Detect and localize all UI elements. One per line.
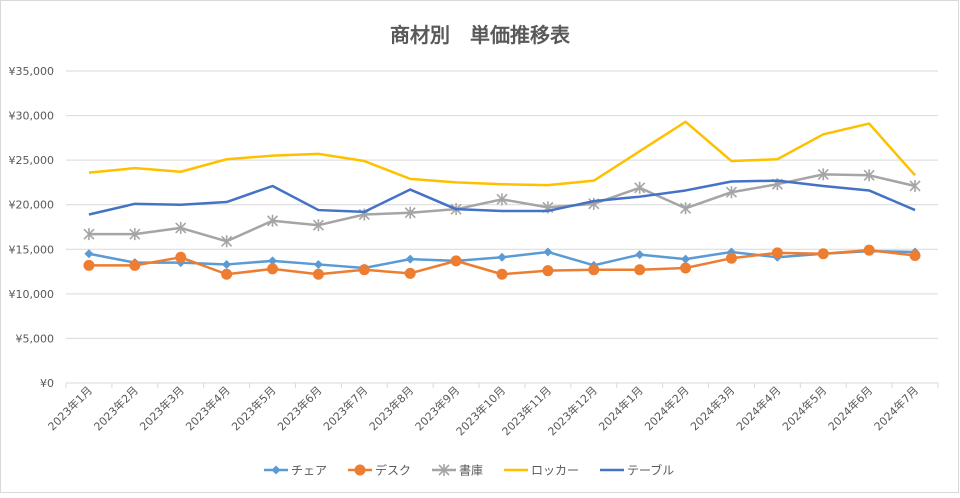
data-point	[496, 268, 508, 280]
y-tick-label: ¥15,000	[9, 243, 55, 256]
data-point	[680, 262, 692, 274]
y-tick-label: ¥20,000	[9, 199, 55, 212]
data-point	[404, 267, 416, 279]
data-point	[312, 219, 324, 232]
legend-item: 書庫	[432, 464, 483, 478]
data-point	[817, 248, 829, 260]
series-1	[83, 244, 921, 280]
data-point	[909, 179, 921, 192]
series-line	[88, 179, 916, 216]
legend-marker	[271, 465, 281, 475]
legend-item: ロッカー	[504, 464, 579, 478]
data-point	[175, 221, 187, 234]
data-point	[588, 264, 600, 276]
data-point	[680, 202, 692, 215]
y-tick-label: ¥10,000	[9, 288, 55, 301]
data-point	[725, 252, 737, 264]
series-lines	[83, 120, 921, 280]
y-axis-tick-labels: ¥0 ¥5,000 ¥10,000 ¥15,000 ¥20,000 ¥25,000 ¥30,…	[9, 65, 55, 390]
legend-label: デスク	[375, 463, 411, 478]
y-tick-label: ¥5,000	[16, 332, 55, 345]
data-point	[129, 228, 141, 241]
legend: チェア デスク 書庫 ロッカー テーブル	[264, 463, 674, 478]
data-point	[771, 247, 783, 259]
data-point	[543, 247, 553, 257]
legend-label: テーブル	[627, 463, 674, 478]
data-point	[817, 168, 829, 181]
legend-label: チェア	[291, 464, 327, 478]
y-tick-label: ¥35,000	[9, 65, 55, 78]
data-point	[634, 264, 646, 276]
data-point	[725, 186, 738, 199]
series-line	[88, 120, 916, 187]
y-tick-label: ¥25,000	[9, 154, 55, 167]
data-point	[175, 251, 187, 263]
data-point	[909, 250, 921, 262]
legend-label: ロッカー	[531, 464, 579, 478]
series-2	[83, 168, 921, 248]
data-point	[268, 256, 278, 266]
data-point	[267, 263, 279, 275]
y-tick-label: ¥30,000	[9, 110, 55, 123]
data-point	[863, 169, 875, 182]
y-tick-label: ¥0	[40, 377, 54, 390]
chart-title: 商材別 単価推移表	[390, 23, 571, 47]
data-point	[222, 259, 232, 269]
data-point	[83, 228, 95, 241]
data-point	[358, 264, 370, 276]
data-point	[404, 206, 416, 219]
series-4	[88, 179, 916, 216]
data-point	[496, 193, 508, 206]
data-point	[84, 249, 94, 259]
data-point	[129, 259, 141, 271]
data-point	[221, 235, 233, 248]
legend-marker	[438, 464, 450, 476]
legend-item: チェア	[264, 464, 327, 478]
legend-item: テーブル	[600, 463, 674, 478]
data-point	[83, 259, 95, 271]
data-point	[312, 268, 324, 280]
data-point	[405, 254, 415, 264]
data-point	[221, 268, 233, 280]
legend-marker	[354, 464, 366, 476]
data-point	[266, 214, 279, 227]
data-point	[542, 265, 554, 277]
series-3	[88, 120, 916, 187]
data-point	[313, 259, 323, 269]
data-point	[450, 255, 462, 267]
legend-label: 書庫	[459, 464, 483, 478]
data-point	[497, 252, 507, 262]
data-point	[634, 181, 646, 194]
data-point	[681, 254, 691, 264]
data-point	[635, 250, 645, 260]
data-point	[863, 244, 875, 256]
legend-item: デスク	[348, 463, 411, 478]
